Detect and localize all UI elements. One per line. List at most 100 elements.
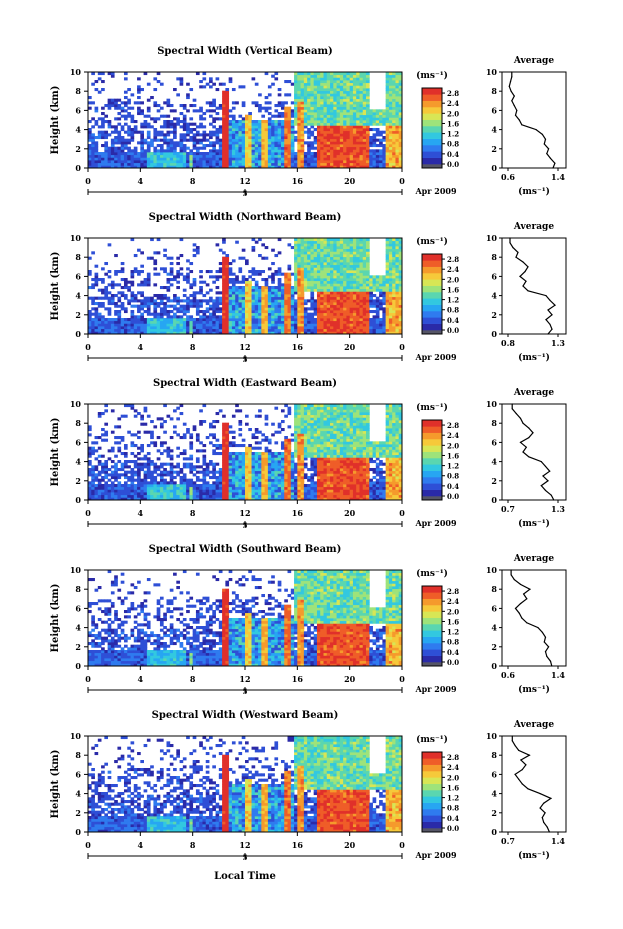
heatmap-cell: [349, 157, 354, 161]
heatmap-cell: [218, 323, 223, 327]
heatmap-cell: [163, 302, 167, 306]
profile-point: [524, 271, 526, 273]
heatmap-cell: [117, 112, 122, 116]
heatmap-cell: [294, 160, 298, 164]
heatmap-cell: [385, 144, 390, 148]
heatmap-cell: [323, 106, 328, 110]
heatmap-cell: [294, 320, 298, 324]
heatmap-cell: [225, 280, 230, 284]
heatmap-cell: [297, 310, 301, 314]
heatmap-cell: [140, 130, 144, 134]
heatmap-cell: [192, 165, 197, 169]
heatmap-cell: [261, 162, 266, 166]
heatmap-cell: [339, 288, 344, 292]
heatmap-cell: [359, 275, 364, 279]
heatmap-cell: [94, 296, 99, 300]
heatmap-cell: [120, 141, 125, 145]
heatmap-cell: [199, 310, 203, 314]
heatmap-cell: [245, 312, 249, 316]
heatmap-cell: [369, 138, 373, 142]
heatmap-cell: [91, 320, 95, 324]
heatmap-cell: [235, 133, 239, 137]
heatmap-cell: [385, 138, 390, 142]
heatmap-cell: [287, 130, 292, 134]
heatmap-cell: [267, 130, 272, 134]
heatmap-cell: [235, 146, 239, 150]
heatmap-cell: [225, 312, 230, 316]
heatmap-cell: [156, 318, 161, 322]
heatmap-cell: [182, 299, 187, 303]
heatmap-cell: [271, 141, 275, 145]
heatmap-cell: [159, 144, 164, 148]
heatmap-cell: [352, 320, 357, 324]
heatmap-cell: [333, 262, 337, 266]
heatmap-cell: [150, 152, 154, 156]
heatmap-cell: [313, 80, 318, 84]
heatmap-cell: [88, 130, 92, 134]
heatmap-cell: [313, 138, 318, 142]
heatmap-cell: [346, 146, 351, 150]
heatmap-cell: [218, 302, 223, 306]
heatmap-cell: [303, 248, 308, 252]
heatmap-cell: [287, 160, 292, 164]
heatmap-cell: [117, 486, 122, 490]
heatmap-cell: [333, 93, 337, 97]
heatmap-cells: [88, 72, 403, 169]
heatmap-cell: [310, 267, 315, 271]
heatmap-cell: [199, 114, 203, 118]
heatmap-cell: [398, 154, 403, 158]
heatmap-cell: [336, 240, 341, 244]
heatmap-cell: [153, 328, 158, 332]
heatmap-cell: [343, 320, 347, 324]
heatmap-cell: [287, 133, 292, 137]
heatmap-cell: [97, 484, 102, 488]
heatmap-cell: [120, 465, 125, 469]
heatmap-cell: [199, 331, 203, 335]
heatmap-cell: [199, 299, 203, 303]
heatmap-cell: [362, 315, 367, 319]
heatmap-cell: [395, 240, 400, 244]
heatmap-cell: [349, 162, 354, 166]
heatmap-cell: [290, 326, 295, 330]
heatmap-cell: [343, 133, 347, 137]
heatmap-cell: [392, 256, 396, 260]
heatmap-cell: [339, 117, 344, 121]
heatmap-cell: [375, 144, 380, 148]
heatmap-cell: [398, 272, 403, 276]
heatmap-cell: [333, 296, 337, 300]
heatmap-cell: [356, 125, 360, 129]
heatmap-cell: [258, 122, 262, 126]
heatmap-cell: [375, 302, 380, 306]
heatmap-cell: [343, 122, 347, 126]
heatmap-cell: [356, 106, 360, 110]
heatmap-cell: [123, 486, 128, 490]
heatmap-cell: [123, 326, 128, 330]
heatmap-cell: [366, 122, 370, 126]
heatmap-cell: [101, 296, 105, 300]
heatmap-cell: [205, 291, 210, 295]
heatmap-cell: [290, 112, 295, 116]
heatmap-cell: [300, 238, 305, 242]
heatmap-cell: [307, 77, 311, 81]
heatmap-cell: [195, 291, 200, 295]
heatmap-cell: [117, 270, 122, 274]
heatmap-cell: [107, 478, 112, 482]
colorbar-tick-label: 0.4: [447, 316, 459, 325]
heatmap-cell: [179, 146, 184, 150]
heatmap-cell: [104, 326, 109, 330]
heatmap-cell: [398, 323, 403, 327]
heatmap-cell: [313, 243, 318, 247]
heatmap-cell: [156, 272, 161, 276]
heatmap-cell: [359, 122, 364, 126]
heatmap-cell: [130, 106, 135, 110]
heatmap-cell: [212, 275, 216, 279]
heatmap-cell: [140, 138, 144, 142]
heatmap-cell: [117, 489, 122, 493]
heatmap-cell: [205, 138, 210, 142]
heatmap-cell: [176, 286, 180, 290]
heatmap-cell: [199, 157, 203, 161]
colorbar-frame: [421, 253, 443, 335]
heatmap-cell: [326, 157, 331, 161]
heatmap-cell: [140, 315, 144, 319]
heatmap-cell: [91, 497, 95, 501]
